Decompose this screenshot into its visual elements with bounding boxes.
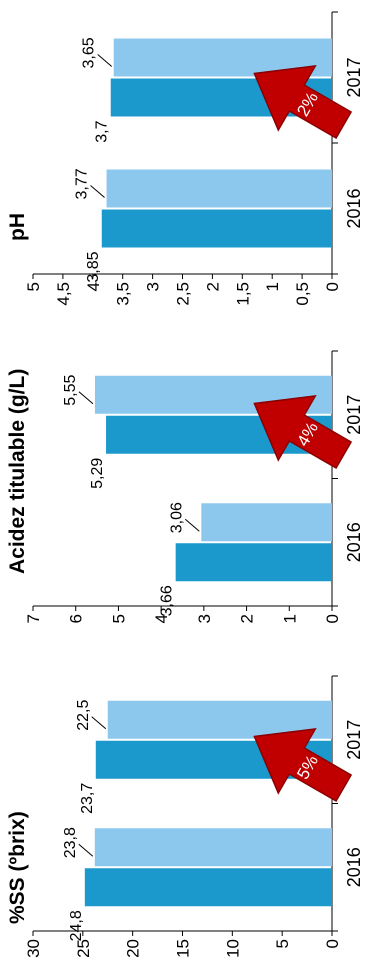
y-tick-label: 5 (273, 939, 292, 948)
y-tick-label: 5 (24, 282, 43, 291)
category-label: 2017 (344, 720, 364, 760)
bar-series-1 (101, 209, 332, 248)
category-label: 2016 (344, 847, 364, 887)
y-tick-label: 4 (84, 282, 103, 291)
y-tick-label: 1 (280, 614, 299, 623)
data-label: 3,66 (159, 585, 176, 616)
bar-series-1 (84, 868, 333, 907)
bar-series-2 (94, 828, 332, 867)
data-label: 3,06 (168, 502, 185, 533)
y-tick-label: 2 (238, 614, 257, 623)
data-label: 5,29 (89, 458, 106, 489)
chart-title: pH (6, 213, 29, 241)
bar-series-2 (201, 503, 332, 542)
y-tick-label: 5 (109, 614, 128, 623)
data-label: 3,65 (81, 37, 98, 68)
y-tick-label: 0 (323, 939, 342, 948)
data-label: 3,77 (74, 168, 91, 199)
data-label: 22,5 (75, 700, 92, 731)
y-tick-label: 3 (195, 614, 214, 623)
data-label: 5,55 (62, 375, 79, 406)
y-tick-label: 25 (74, 939, 93, 958)
y-tick-label: 6 (67, 614, 86, 623)
data-label: 23,7 (79, 783, 96, 814)
y-tick-label: 15 (174, 939, 193, 958)
label-leader-line (90, 185, 105, 198)
label-leader-line (184, 518, 200, 532)
bar-series-2 (113, 38, 333, 77)
chart-2: Acidez titulable (g/L) 0 1 2 3 4 5 6 7 2016 3,66 3,… (6, 350, 364, 623)
bar-series-2 (106, 169, 332, 208)
category-label: 2016 (344, 188, 364, 228)
chart-1: %SS (ºbrix) 0 5 10 15 20 25 30 2016 24,8 23,8 2017 2… (6, 675, 364, 958)
label-leader-line (97, 54, 113, 67)
increase-arrow: 5% (253, 728, 353, 803)
data-label: 23,8 (62, 827, 79, 858)
y-tick-label: 0 (323, 614, 342, 623)
y-tick-label: 1,5 (233, 282, 252, 306)
y-tick-label: 30 (24, 939, 43, 958)
y-tick-label: 7 (24, 614, 43, 623)
increase-arrow: 2% (253, 65, 353, 140)
arrow-up-icon (253, 65, 353, 140)
label-leader-line (78, 391, 94, 405)
label-leader-line (78, 843, 94, 857)
y-tick-label: 4 (152, 614, 171, 623)
y-tick-label: 2 (203, 282, 222, 291)
increase-arrow: 4% (253, 395, 353, 470)
label-leader-line (91, 716, 107, 730)
chart-3: pH 0 0,5 1 1,5 2 2,5 3 3,5 4 4,5 5 2016 3,85 3,77 2017 3… (6, 11, 364, 306)
arrow-up-icon (253, 728, 353, 803)
chart-title: Acidez titulable (g/L) (6, 369, 29, 574)
bar-series-1 (175, 543, 332, 582)
y-tick-label: 10 (223, 939, 242, 958)
y-tick-label: 2,5 (174, 282, 193, 306)
y-tick-label: 4,5 (54, 282, 73, 306)
chart-title: %SS (ºbrix) (6, 811, 29, 924)
y-tick-label: 20 (124, 939, 143, 958)
category-label: 2016 (344, 522, 364, 562)
y-tick-label: 3,5 (114, 282, 133, 306)
data-label: 3,85 (85, 251, 102, 282)
bar-series-2 (107, 700, 332, 739)
data-label: 3,7 (94, 120, 111, 142)
y-tick-label: 1 (263, 282, 282, 291)
arrow-up-icon (253, 395, 353, 470)
data-label: 24,8 (68, 910, 85, 941)
y-tick-label: 3 (144, 282, 163, 291)
category-label: 2017 (344, 57, 364, 97)
category-label: 2017 (344, 395, 364, 435)
y-tick-label: 0,5 (293, 282, 312, 306)
y-tick-label: 0 (323, 282, 342, 291)
